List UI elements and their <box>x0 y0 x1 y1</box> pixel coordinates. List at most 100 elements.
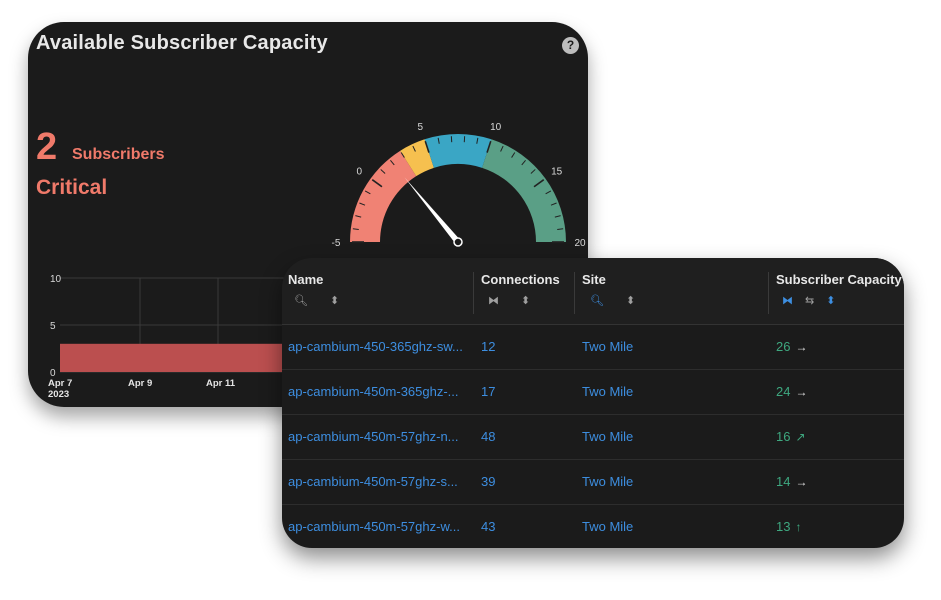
column-divider[interactable] <box>768 272 769 314</box>
column-divider[interactable] <box>473 272 474 314</box>
ap-name-link[interactable]: ap-cambium-450m-57ghz-w... <box>288 519 460 534</box>
gauge-tick <box>355 215 362 218</box>
capacity-number: 13 <box>776 519 791 534</box>
capacity-value: 14 → <box>776 474 807 489</box>
capacity-number: 26 <box>776 339 791 354</box>
gauge-tick <box>412 145 416 152</box>
gauge-band <box>350 150 417 242</box>
site-link[interactable]: Two Mile <box>582 384 634 399</box>
site-link[interactable]: Two Mile <box>582 474 634 489</box>
table-row[interactable]: ap-cambium-450m-57ghz-n... 48 Two Mile 1… <box>282 415 904 460</box>
trend-flat-icon: → <box>795 475 808 489</box>
trend-flat-icon: → <box>795 385 808 399</box>
ap-capacity-table: Name 🔍︎ ⬍ Connections ⧓ ⬍ Site 🔍︎ ⬍ Subs… <box>282 258 904 548</box>
x-tick-label: Apr 11 <box>206 378 236 389</box>
ap-name-link[interactable]: ap-cambium-450m-365ghz-... <box>288 384 459 399</box>
x-year-label: 2023 <box>48 389 69 400</box>
swap-icon[interactable]: ⇆ <box>805 295 815 307</box>
trend-up-right-icon: ↗ <box>795 430 806 444</box>
capacity-value: 24 → <box>776 384 807 399</box>
sort-icon[interactable]: ⬍ <box>625 295 636 307</box>
gauge-tick <box>476 137 479 144</box>
gauge-tick <box>557 228 564 230</box>
sort-icon[interactable]: ⬍ <box>521 295 531 307</box>
table-header: Name 🔍︎ ⬍ Connections ⧓ ⬍ Site 🔍︎ ⬍ Subs… <box>282 258 904 325</box>
capacity-column-controls: ⧓ ⇆ ⬍ <box>782 294 835 307</box>
y-tick-label: 0 <box>50 368 56 379</box>
connections-value: 43 <box>481 519 496 534</box>
connections-value: 39 <box>481 474 496 489</box>
sort-icon[interactable]: ⬍ <box>826 295 836 307</box>
column-header-subscriber-capacity[interactable]: Subscriber Capacity <box>776 272 902 287</box>
capacity-gauge: -5 0 5 10 15 20 <box>332 122 586 249</box>
gauge-tick <box>500 145 504 152</box>
capacity-number: 16 <box>776 429 791 444</box>
gauge-tick <box>400 152 405 158</box>
gauge-tick <box>530 169 536 174</box>
capacity-number: 24 <box>776 384 791 399</box>
gauge-tick <box>545 190 552 195</box>
gauge-tick <box>364 190 371 195</box>
gauge-tick <box>486 140 492 153</box>
gauge-tick <box>437 137 440 144</box>
capacity-value: 26 → <box>776 339 807 354</box>
trend-up-icon: ↑ <box>795 520 802 534</box>
filter-icon[interactable]: 🔍︎ <box>590 295 604 307</box>
gauge-tick <box>371 179 383 188</box>
gauge-tick <box>550 202 557 206</box>
gauge-band <box>424 134 492 168</box>
column-divider[interactable] <box>574 272 575 314</box>
gauge-tick <box>352 228 359 230</box>
table-row[interactable]: ap-cambium-450m-57ghz-w... 43 Two Mile 1… <box>282 505 904 548</box>
column-header-site[interactable]: Site <box>582 272 606 287</box>
name-column-controls: 🔍︎ ⬍ <box>294 294 339 307</box>
site-link[interactable]: Two Mile <box>582 339 634 354</box>
sort-icon[interactable]: ⬍ <box>329 295 340 307</box>
subscriber-unit: Subscribers <box>72 146 165 163</box>
gauge-needle <box>404 177 461 244</box>
subscriber-count: 2 <box>36 126 58 168</box>
range-filter-icon[interactable]: ⧓ <box>488 295 499 307</box>
gauge-tick-label: 20 <box>574 238 586 249</box>
table-row[interactable]: ap-cambium-450m-57ghz-s... 39 Two Mile 1… <box>282 460 904 505</box>
ap-name-link[interactable]: ap-cambium-450m-57ghz-s... <box>288 474 458 489</box>
gauge-tick <box>554 215 561 218</box>
gauge-tick <box>359 202 366 206</box>
table-row[interactable]: ap-cambium-450m-365ghz-... 17 Two Mile 2… <box>282 370 904 415</box>
gauge-tick <box>521 160 526 166</box>
gauge-tick <box>511 152 516 158</box>
site-column-controls: 🔍︎ ⬍ <box>590 294 635 307</box>
gauge-tick <box>380 169 386 174</box>
capacity-value: 16 ↗ <box>776 429 806 444</box>
gauge-tick-label: -5 <box>332 238 341 249</box>
gauge-band <box>482 139 566 242</box>
gauge-tick <box>424 140 430 153</box>
capacity-value: 13 ↑ <box>776 519 801 534</box>
trend-flat-icon: → <box>795 340 808 354</box>
help-icon[interactable]: ? <box>562 37 579 54</box>
connections-value: 17 <box>481 384 496 399</box>
site-link[interactable]: Two Mile <box>582 429 634 444</box>
capacity-number: 14 <box>776 474 791 489</box>
widget-title: Available Subscriber Capacity <box>36 32 328 54</box>
y-tick-label: 5 <box>50 321 56 332</box>
column-header-connections[interactable]: Connections <box>481 272 560 287</box>
filter-icon[interactable]: 🔍︎ <box>294 295 308 307</box>
table-row[interactable]: ap-cambium-450-365ghz-sw... 12 Two Mile … <box>282 325 904 370</box>
status-label: Critical <box>36 176 108 199</box>
gauge-tick <box>390 160 395 166</box>
connections-value: 12 <box>481 339 496 354</box>
connections-value: 48 <box>481 429 496 444</box>
gauge-tick-label: 5 <box>418 122 424 133</box>
site-link[interactable]: Two Mile <box>582 519 634 534</box>
y-tick-label: 10 <box>50 274 62 285</box>
gauge-tick-label: 0 <box>357 166 363 177</box>
gauge-tick-label: 10 <box>490 122 502 133</box>
column-header-name[interactable]: Name <box>288 272 324 287</box>
x-tick-label: Apr 7 <box>48 378 72 389</box>
ap-name-link[interactable]: ap-cambium-450m-57ghz-n... <box>288 429 459 444</box>
x-tick-label: Apr 9 <box>128 378 152 389</box>
range-filter-icon[interactable]: ⧓ <box>782 295 793 307</box>
gauge-tick-label: 15 <box>551 166 563 177</box>
ap-name-link[interactable]: ap-cambium-450-365ghz-sw... <box>288 339 463 354</box>
